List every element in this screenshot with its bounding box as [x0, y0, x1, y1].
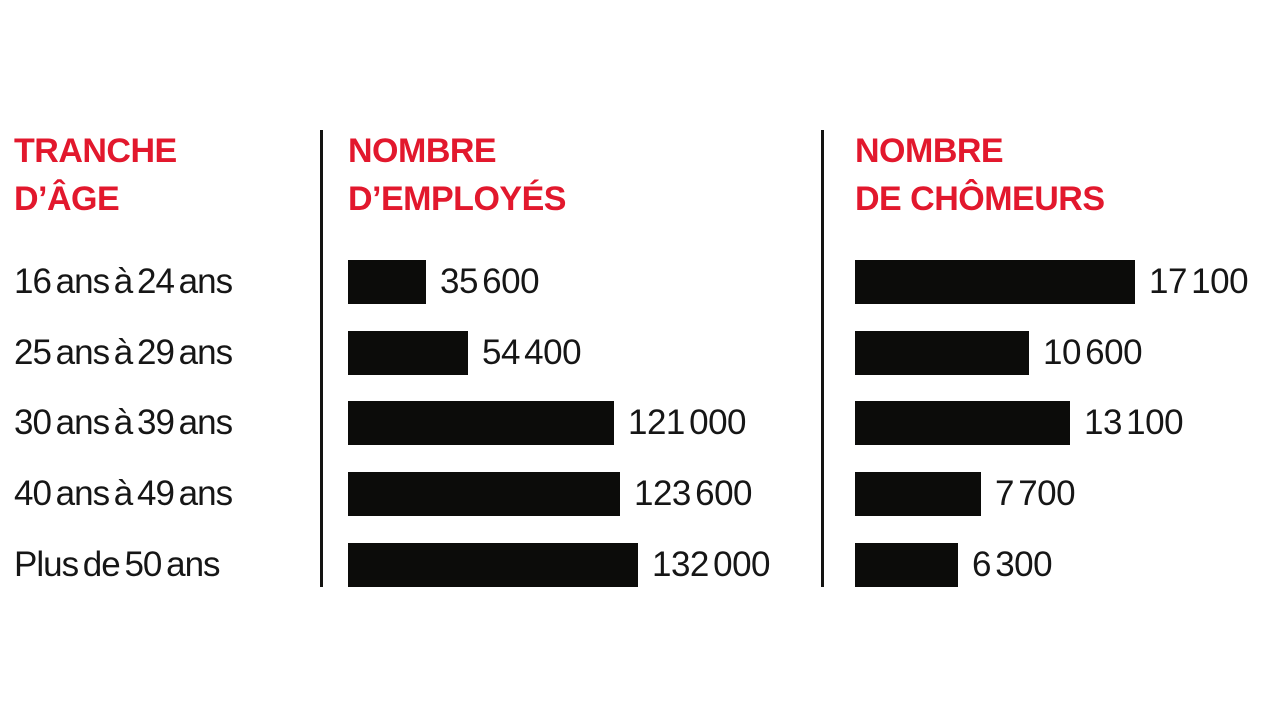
- unemployed-bar-row: 10 600: [855, 317, 1143, 388]
- column-header-unemployed-line1: NOMBRE: [855, 132, 1004, 170]
- age-row: 16 ans à 24 ans: [14, 246, 233, 317]
- age-label: 30 ans à 39 ans: [14, 402, 233, 442]
- employees-bar-row: 54 400: [348, 317, 582, 388]
- age-row: 25 ans à 29 ans: [14, 317, 233, 388]
- unemployed-bar-row: 7 700: [855, 458, 1076, 529]
- column-header-age: TRANCHE D’ÂGE: [14, 127, 177, 223]
- employees-bar-row: 123 600: [348, 458, 753, 529]
- employees-bar-row: 35 600: [348, 246, 540, 317]
- unemployed-bar: [855, 400, 1070, 445]
- employees-bar: [348, 400, 614, 445]
- employees-value-label: 121 000: [628, 402, 747, 442]
- unemployed-bar: [855, 542, 958, 587]
- unemployed-bar-row: 17 100: [855, 246, 1249, 317]
- unemployed-bar-row: 6 300: [855, 529, 1053, 600]
- employees-value-label: 54 400: [482, 332, 582, 372]
- column-header-employees-line2: D’EMPLOYÉS: [348, 180, 566, 218]
- employees-value-label: 132 000: [652, 544, 771, 584]
- employees-bar-row: 121 000: [348, 387, 747, 458]
- unemployed-value-label: 7 700: [995, 473, 1076, 513]
- age-label: 40 ans à 49 ans: [14, 473, 233, 513]
- column-header-employees-line1: NOMBRE: [348, 132, 497, 170]
- unemployed-bar-row: 13 100: [855, 387, 1184, 458]
- age-label: 25 ans à 29 ans: [14, 332, 233, 372]
- column-header-employees: NOMBRE D’EMPLOYÉS: [348, 127, 566, 223]
- unemployed-bar: [855, 330, 1029, 375]
- employees-bar: [348, 542, 638, 587]
- column-divider-right: [821, 130, 824, 587]
- unemployed-value-label: 17 100: [1149, 261, 1249, 301]
- age-row: Plus de 50 ans: [14, 529, 221, 600]
- employees-bar: [348, 471, 620, 516]
- employees-value-label: 123 600: [634, 473, 753, 513]
- employees-value-label: 35 600: [440, 261, 540, 301]
- unemployed-value-label: 6 300: [972, 544, 1053, 584]
- employees-bar-row: 132 000: [348, 529, 771, 600]
- employees-bar: [348, 259, 426, 304]
- age-label: Plus de 50 ans: [14, 544, 221, 584]
- column-header-age-line1: TRANCHE: [14, 132, 177, 170]
- employees-bar: [348, 330, 468, 375]
- age-row: 40 ans à 49 ans: [14, 458, 233, 529]
- column-header-unemployed-line2: DE CHÔMEURS: [855, 180, 1105, 218]
- unemployed-value-label: 13 100: [1084, 402, 1184, 442]
- unemployed-value-label: 10 600: [1043, 332, 1143, 372]
- column-header-unemployed: NOMBRE DE CHÔMEURS: [855, 127, 1105, 223]
- age-label: 16 ans à 24 ans: [14, 261, 233, 301]
- unemployed-bar: [855, 259, 1135, 304]
- unemployed-bar: [855, 471, 981, 516]
- column-divider-left: [320, 130, 323, 587]
- column-header-age-line2: D’ÂGE: [14, 180, 120, 218]
- age-row: 30 ans à 39 ans: [14, 387, 233, 458]
